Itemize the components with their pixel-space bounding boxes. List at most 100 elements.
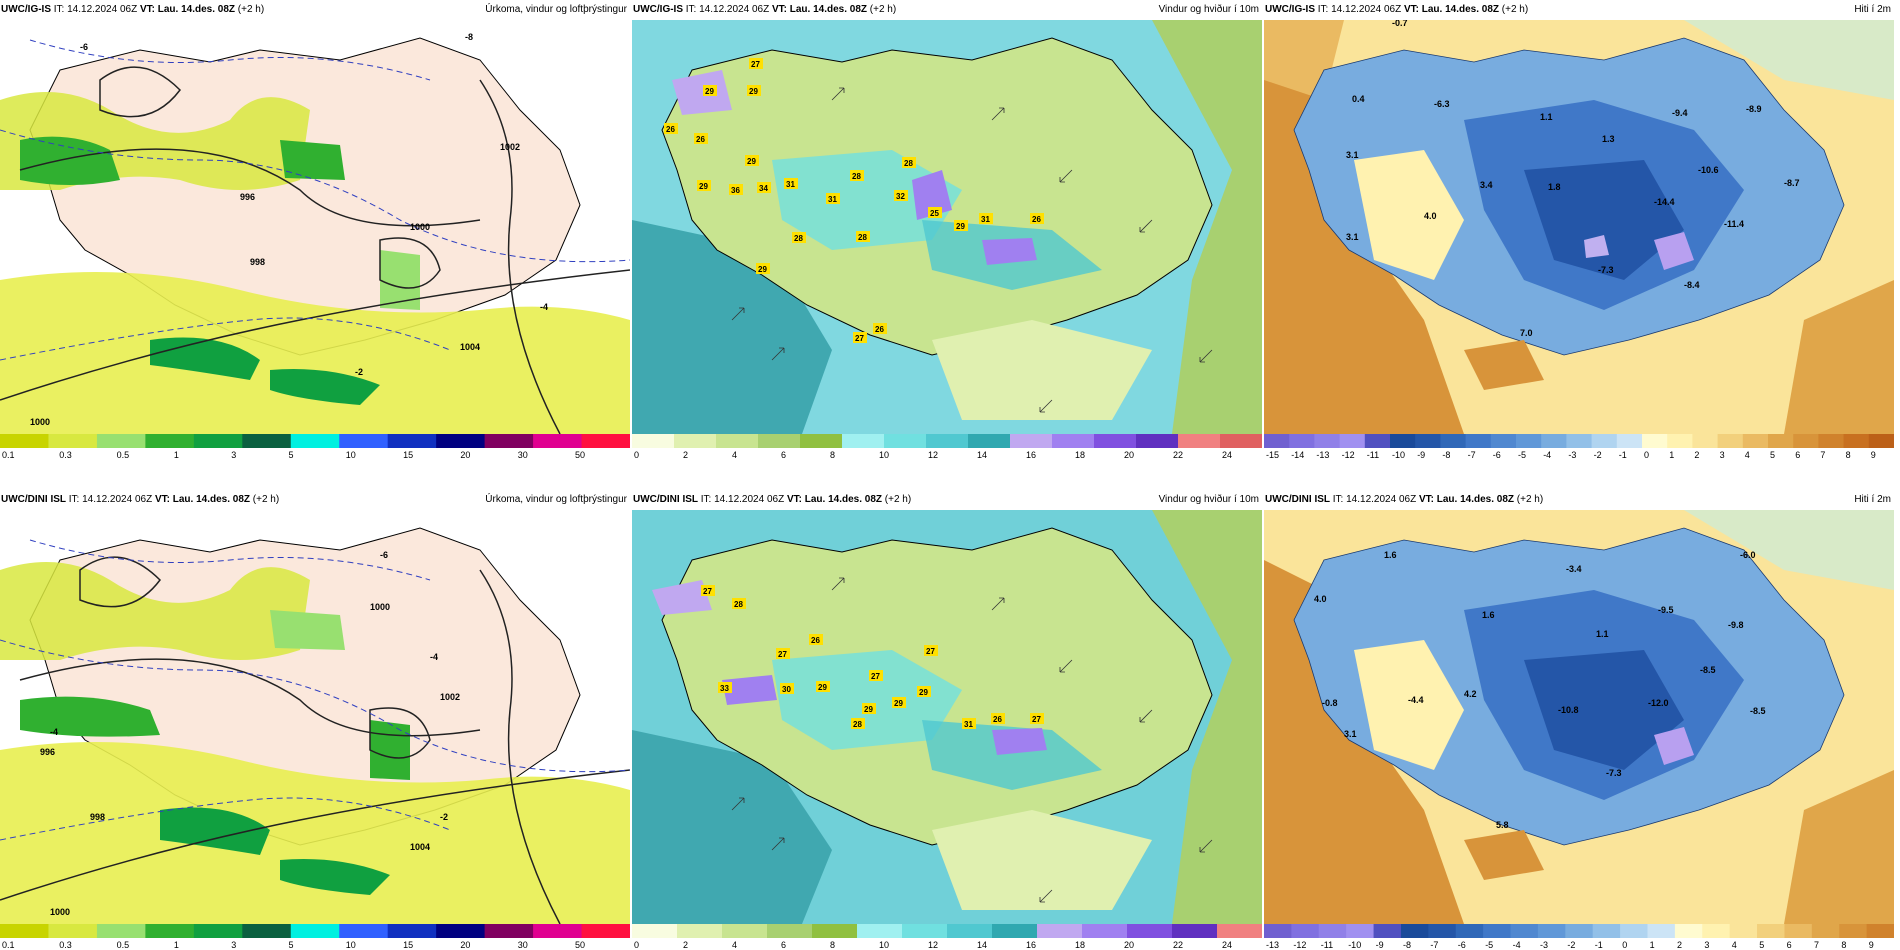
precip-band (20, 696, 160, 737)
colorbar-tick: 0.5 (117, 450, 130, 460)
colorbar-swatch (1217, 924, 1262, 938)
colorbar-swatch (1428, 924, 1457, 938)
gust-label: 29 (705, 87, 714, 96)
colorbar-swatch (1037, 924, 1083, 938)
colorbar-tick: -13 (1266, 940, 1279, 950)
colorbar-tick: 0 (634, 940, 639, 950)
panel-header: UWC/IG-IS IT: 14.12.2024 06Z VT: Lau. 14… (1264, 0, 1894, 20)
colorbar-swatch (242, 924, 292, 938)
colorbar-tick: 18 (1075, 940, 1085, 950)
temp-contour (29, 39, 431, 81)
precip-band (0, 272, 630, 434)
temp-value: 4.2 (1464, 689, 1477, 699)
init-time: 14.12.2024 06Z (714, 494, 785, 505)
temp-map: 1.6 -3.4 -6.0 4.0 1.6 -9.5 -9.8 1.1 -8.5… (1264, 510, 1894, 924)
colorbar-swatch (1082, 924, 1128, 938)
colorbar: 0.1 0.3 0.5 1 3 5 10 15 20 30 50 (0, 924, 630, 950)
gust-label: 29 (956, 222, 965, 231)
valid-time: Lau. 14.des. 08Z (789, 4, 868, 15)
colorbar-tick: 4 (732, 940, 737, 950)
colorbar-tick: 50 (575, 940, 585, 950)
colorbar-swatch (193, 434, 243, 448)
colorbar-tick: 3 (231, 940, 236, 950)
isobar (99, 66, 181, 118)
gust-label: 29 (818, 683, 827, 692)
temp-value: -6.0 (1740, 550, 1756, 560)
colorbar-swatch (722, 924, 768, 938)
temp-value-labels: -0.7 0.4 -6.3 1.1 1.3 -9.4 -8.9 3.1 3.4 … (1346, 20, 1800, 338)
gust-label: 26 (666, 125, 675, 134)
colorbar-swatch (1490, 434, 1517, 448)
it-label: IT: (68, 494, 80, 505)
colorbar-tick: 9 (1869, 940, 1874, 950)
isobar-labels: 1000 1002 1004 996 998 1000 (40, 602, 460, 917)
gust-label: 26 (1032, 215, 1041, 224)
colorbar: 0 2 4 6 8 10 12 14 16 18 20 22 24 (632, 924, 1262, 950)
colorbar-swatch (533, 434, 583, 448)
colorbar-tick: -6 (1458, 940, 1466, 950)
colorbar-tick: 0 (1644, 450, 1649, 460)
colorbar-tick: 4 (1732, 940, 1737, 950)
colorbar-swatch (1415, 434, 1441, 448)
colorbar-tick: 4 (732, 450, 737, 460)
gust-label: 27 (1032, 715, 1041, 724)
gust-label: 29 (919, 688, 928, 697)
colorbar-tick: 18 (1075, 450, 1085, 460)
sea-east (1152, 510, 1262, 924)
colorbar-swatch (1318, 924, 1347, 938)
vt-label: VT: (786, 494, 802, 505)
colorbar-tick: -14 (1291, 450, 1304, 460)
colorbar-swatch (1172, 924, 1218, 938)
colorbar-tick: 0.3 (59, 940, 72, 950)
colorbar-swatch (767, 924, 813, 938)
colorbar-swatch (902, 924, 948, 938)
precip-map: 1000 1002 1004 996 998 1000 -6 -4 -2 -4 (0, 510, 630, 924)
gust-zone (672, 70, 732, 115)
colorbar-tick: 10 (879, 940, 889, 950)
colorbar-tick: 12 (928, 940, 938, 950)
temp-value: -8.5 (1750, 706, 1766, 716)
colorbar-swatch (1178, 434, 1221, 448)
temp-value: -8.7 (1784, 178, 1800, 188)
land-fill (29, 37, 581, 356)
colorbar-tick: 1 (174, 450, 179, 460)
land-coldest (1654, 727, 1694, 765)
land-coldest (1524, 160, 1684, 280)
wind-zone (772, 650, 962, 750)
gust-label: 29 (749, 87, 758, 96)
model-name: UWC/IG-IS (633, 4, 683, 15)
colorbar-swatch (1339, 434, 1366, 448)
gust-zone (652, 580, 712, 615)
gust-label: 29 (758, 265, 767, 274)
gust-label: 28 (794, 234, 803, 243)
colorbar-tick: -4 (1543, 450, 1551, 460)
colorbar-swatch (1729, 924, 1758, 938)
colorbar-swatch (1742, 434, 1769, 448)
colorbar-tick: 2 (1694, 450, 1699, 460)
gust-label: 33 (720, 684, 729, 693)
temp-value: 3.1 (1346, 232, 1359, 242)
temp-contour (29, 539, 431, 581)
gust-label: 27 (703, 587, 712, 596)
temp-value: 1.1 (1540, 112, 1553, 122)
temp-value: -0.7 (1392, 20, 1408, 28)
colorbar-tick: -7 (1430, 940, 1438, 950)
colorbar-swatch (1455, 924, 1484, 938)
temp-contour (0, 317, 451, 361)
colorbar-swatch (1440, 434, 1467, 448)
colorbar-swatch (1866, 924, 1894, 938)
precip-band (270, 610, 345, 650)
colorbar-swatch (1010, 434, 1053, 448)
gust-label: 29 (747, 157, 756, 166)
model-name: UWC/DINI ISL (633, 494, 698, 505)
colorbar-swatch (1811, 924, 1840, 938)
isobar (19, 148, 481, 227)
colorbar-swatch (758, 434, 801, 448)
colorbar-swatch (581, 434, 630, 448)
colorbar-swatch (436, 434, 486, 448)
colorbar-swatch (926, 434, 969, 448)
lead-time: (+2 h) (884, 494, 912, 505)
colorbar-swatch (484, 434, 534, 448)
panel-header: UWC/DINI ISL IT: 14.12.2024 06Z VT: Lau.… (632, 490, 1262, 510)
colorbar-tick: -10 (1348, 940, 1361, 950)
